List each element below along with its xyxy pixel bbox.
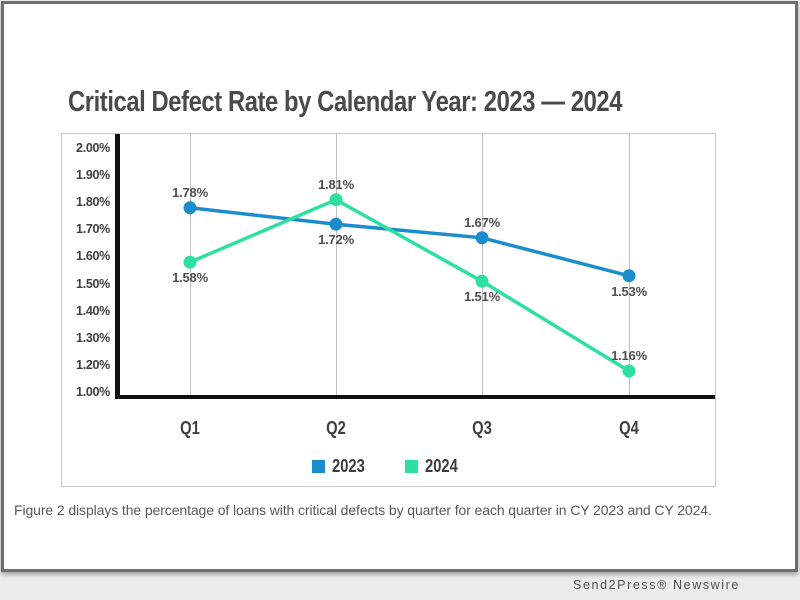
data-point-2024-Q4 xyxy=(622,364,636,378)
data-point-2023-Q1 xyxy=(183,201,197,215)
data-point-label: 1.51% xyxy=(464,289,500,305)
chart-frame: 2.00% 1.90% 1.80% 1.70% 1.60% 1.50% 1.40% 1.30%… xyxy=(61,133,716,487)
newswire-watermark: Send2Press® Newswire xyxy=(573,578,740,592)
data-point-2024-Q1 xyxy=(183,255,197,269)
y-axis-tick-label: 1.30% xyxy=(76,330,110,345)
data-point-label: 1.78% xyxy=(172,184,208,200)
chart-card: Critical Defect Rate by Calendar Year: 2… xyxy=(1,1,798,572)
y-axis-tick-label: 2.00% xyxy=(76,140,110,155)
y-axis-tick-label: 1.80% xyxy=(76,194,110,209)
y-axis-tick-label: 1.60% xyxy=(76,249,110,264)
data-point-2024-Q2 xyxy=(329,193,343,207)
data-point-label: 1.81% xyxy=(318,176,354,192)
data-point-label: 1.58% xyxy=(172,270,208,286)
y-axis-tick-label: 1.90% xyxy=(76,167,110,182)
legend-item-2023: 2023 xyxy=(312,456,372,477)
data-point-label: 1.53% xyxy=(611,283,647,299)
data-point-2023-Q4 xyxy=(622,269,636,283)
x-axis-label-Q2: Q2 xyxy=(326,418,346,438)
data-point-label: 1.67% xyxy=(464,214,500,230)
gridline xyxy=(628,134,630,395)
x-axis-label-Q4: Q4 xyxy=(619,418,639,438)
chart-title: Critical Defect Rate by Calendar Year: 2… xyxy=(68,86,623,118)
y-axis-tick-label: 1.20% xyxy=(76,358,110,373)
legend-swatch-2023 xyxy=(312,460,326,473)
y-axis-tick-label: 1.50% xyxy=(76,276,110,291)
data-point-2024-Q3 xyxy=(475,274,489,288)
data-point-label: 1.16% xyxy=(611,348,647,364)
legend-item-2024: 2024 xyxy=(404,456,465,477)
chart-legend: 2023 2024 xyxy=(62,456,715,477)
gridline xyxy=(335,134,337,395)
y-axis-tick-label: 1.00% xyxy=(76,385,110,400)
series-line-2024 xyxy=(189,197,630,373)
y-axis-tick-label: 1.70% xyxy=(76,222,110,237)
legend-label: 2023 xyxy=(332,456,366,476)
line-chart xyxy=(183,193,636,378)
gridline xyxy=(481,134,483,395)
x-axis-spine xyxy=(115,395,715,399)
series-line-2023 xyxy=(189,206,630,278)
x-axis-label-Q3: Q3 xyxy=(472,418,492,438)
legend-label: 2024 xyxy=(424,456,458,476)
y-axis: 2.00% 1.90% 1.80% 1.70% 1.60% 1.50% 1.40% 1.30%… xyxy=(62,134,110,486)
y-axis-tick-label: 1.40% xyxy=(76,303,110,318)
y-axis-spine xyxy=(115,134,120,399)
legend-swatch-2024 xyxy=(404,460,418,473)
data-point-2023-Q3 xyxy=(475,231,489,245)
data-point-label: 1.72% xyxy=(318,232,354,248)
data-point-2023-Q2 xyxy=(329,217,343,231)
figure-caption: Figure 2 displays the percentage of loan… xyxy=(14,502,712,518)
x-axis-label-Q1: Q1 xyxy=(180,418,200,438)
